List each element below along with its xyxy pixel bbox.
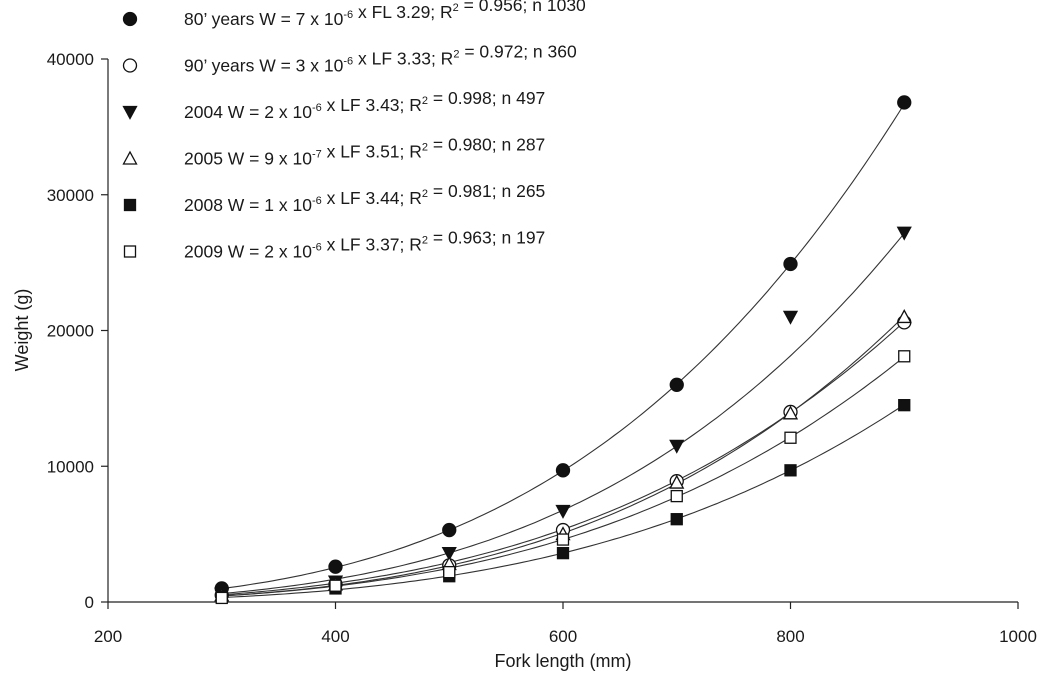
data-point-s0-600: [555, 463, 571, 478]
legend-marker-1: [122, 58, 138, 73]
data-point-s2-600: [555, 504, 571, 519]
fit-curve-4: [221, 404, 905, 599]
data-point-s5-900: [898, 350, 911, 363]
data-point-s2-500: [441, 546, 457, 561]
data-point-s3-800: [782, 405, 799, 420]
data-point-s2-900: [896, 226, 912, 241]
legend-label-3: 2005 W = 9 x 10-7 x LF 3.51; R2 = 0.980;…: [184, 135, 545, 169]
legend-label-1: 90’ years W = 3 x 10-6 x LF 3.33; R2 = 0…: [184, 42, 577, 76]
x-tick-label: 800: [776, 627, 804, 646]
y-axis-title: Weight (g): [12, 289, 32, 372]
data-point-s0-400: [328, 559, 343, 574]
data-point-s3-900: [896, 309, 912, 324]
data-point-s4-600: [556, 546, 570, 560]
legend-label-5: 2009 W = 2 x 10-6 x LF 3.37; R2 = 0.963;…: [184, 228, 545, 262]
x-tick-label: 200: [94, 627, 122, 646]
legend-marker-4: [123, 198, 137, 212]
y-tick-label: 40000: [47, 50, 94, 69]
data-point-s2-700: [669, 439, 685, 454]
x-tick-label: 600: [549, 627, 577, 646]
legend-label-0: 80’ years W = 7 x 10-6 x FL 3.29; R2 = 0…: [184, 0, 586, 29]
data-point-s5-400: [329, 579, 342, 592]
legend-marker-0: [122, 11, 138, 27]
data-point-s5-700: [670, 489, 683, 503]
x-tick-label: 1000: [999, 627, 1037, 646]
data-point-s0-800: [783, 256, 798, 272]
legend-marker-2: [122, 105, 138, 120]
data-point-s5-300: [215, 591, 228, 605]
legend-label-2: 2004 W = 2 x 10-6 x LF 3.43; R2 = 0.998;…: [184, 88, 545, 122]
y-tick-label: 20000: [47, 322, 94, 341]
data-point-s5-600: [556, 533, 570, 546]
data-points: [214, 95, 912, 605]
data-point-s4-800: [784, 464, 797, 477]
legend-marker-5: [123, 245, 137, 258]
data-point-s4-900: [898, 399, 911, 412]
legend: 80’ years W = 7 x 10-6 x FL 3.29; R2 = 0…: [122, 0, 586, 262]
legend-label-4: 2008 W = 1 x 10-6 x LF 3.44; R2 = 0.981;…: [184, 181, 545, 215]
data-point-s5-500: [443, 565, 456, 579]
x-axis-title: Fork length (mm): [494, 651, 631, 671]
legend-marker-3: [122, 150, 138, 165]
data-point-s4-700: [670, 513, 683, 526]
data-point-s0-700: [669, 377, 684, 392]
data-point-s3-700: [669, 474, 685, 489]
y-tick-label: 10000: [47, 457, 94, 476]
y-tick-label: 0: [85, 593, 94, 612]
data-point-s0-900: [897, 95, 912, 110]
data-point-s0-500: [442, 522, 457, 538]
y-tick-label: 30000: [47, 186, 94, 205]
data-point-s5-800: [784, 431, 797, 444]
data-point-s2-800: [782, 310, 799, 325]
x-tick-label: 400: [321, 627, 349, 646]
